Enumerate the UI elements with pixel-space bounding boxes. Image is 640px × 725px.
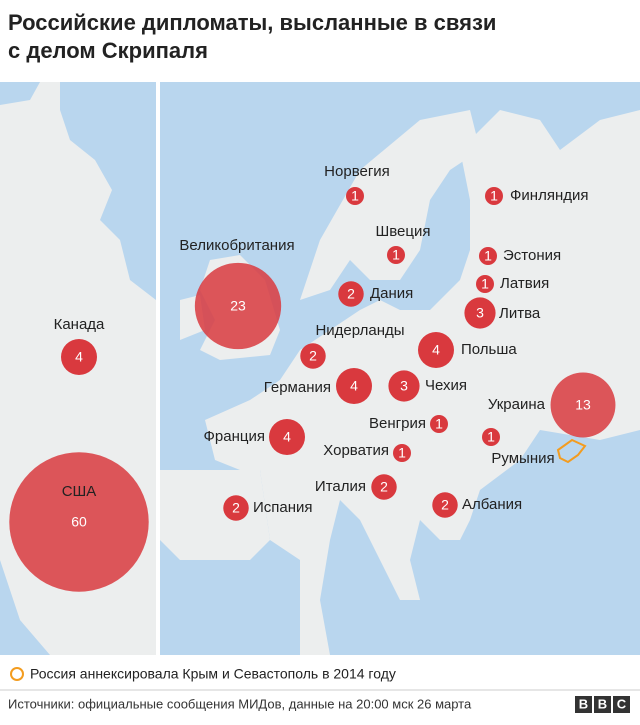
bubble bbox=[9, 452, 149, 592]
bubble bbox=[393, 444, 411, 462]
land bbox=[205, 110, 640, 655]
logo-letter: C bbox=[617, 696, 627, 711]
bubble bbox=[482, 428, 500, 446]
bubble-value: 4 bbox=[350, 378, 358, 394]
bubble bbox=[387, 246, 405, 264]
bubble bbox=[550, 372, 616, 438]
land bbox=[300, 110, 480, 300]
country-label: Литва bbox=[499, 305, 541, 322]
legend-marker bbox=[10, 667, 24, 681]
legend-text: Россия аннексировала Крым и Севастополь … bbox=[30, 666, 396, 682]
crimea-outline bbox=[556, 438, 587, 464]
country-label: Германия bbox=[264, 379, 331, 396]
sea bbox=[0, 560, 50, 655]
bubble bbox=[300, 343, 326, 369]
bubble-value: 13 bbox=[575, 397, 591, 413]
bubble-value: 3 bbox=[476, 305, 484, 321]
source: Источники: официальные сообщения МИДов, … bbox=[8, 696, 472, 711]
country-label: Франция bbox=[204, 428, 265, 445]
bubble bbox=[388, 370, 420, 402]
bubble bbox=[430, 415, 448, 433]
bubble bbox=[432, 492, 458, 518]
bubble-value: 1 bbox=[351, 188, 359, 204]
bubble-value: 2 bbox=[232, 500, 240, 516]
bubble bbox=[464, 297, 496, 329]
bubble bbox=[194, 262, 282, 350]
sea bbox=[60, 82, 156, 300]
bubble-value: 2 bbox=[441, 497, 449, 513]
logo-box bbox=[575, 696, 592, 713]
country-label: Латвия bbox=[500, 275, 549, 292]
bubble-value: 4 bbox=[75, 349, 83, 365]
logo-box bbox=[613, 696, 630, 713]
bubble-value: 2 bbox=[309, 348, 317, 364]
bubble-value: 2 bbox=[347, 286, 355, 302]
bubble bbox=[336, 368, 372, 404]
bubble-value: 1 bbox=[398, 445, 406, 461]
bubble bbox=[269, 419, 305, 455]
bubble-value: 60 bbox=[71, 514, 87, 530]
sea bbox=[0, 82, 40, 105]
bubble-value: 3 bbox=[400, 378, 408, 394]
bubble-value: 4 bbox=[283, 429, 291, 445]
title-line: с делом Скрипаля bbox=[8, 38, 208, 63]
country-label: Италия bbox=[315, 478, 366, 495]
bubble bbox=[479, 247, 497, 265]
country-label: Венгрия bbox=[369, 415, 426, 432]
logo-letter: B bbox=[598, 696, 607, 711]
country-label: США bbox=[62, 483, 97, 500]
bubble bbox=[346, 187, 364, 205]
bubble bbox=[485, 187, 503, 205]
bubble-value: 1 bbox=[481, 276, 489, 292]
country-label: Эстония bbox=[503, 247, 561, 264]
bubble-value: 1 bbox=[435, 416, 443, 432]
bubble-value: 1 bbox=[392, 247, 400, 263]
country-label: Финляндия bbox=[510, 187, 588, 204]
bubble-value: 1 bbox=[490, 188, 498, 204]
country-label: Чехия bbox=[425, 377, 467, 394]
logo-letter: B bbox=[579, 696, 588, 711]
bubble-value: 23 bbox=[230, 298, 246, 314]
country-label: Хорватия bbox=[323, 442, 389, 459]
country-label: Дания bbox=[370, 285, 413, 302]
bubble bbox=[61, 339, 97, 375]
sea bbox=[520, 440, 640, 500]
bubble bbox=[338, 281, 364, 307]
country-label: Норвегия bbox=[324, 163, 390, 180]
country-label: Украина bbox=[488, 396, 546, 413]
bubble-value: 2 bbox=[380, 479, 388, 495]
bubble bbox=[418, 332, 454, 368]
logo: B B C bbox=[575, 696, 630, 713]
country-label: Албания bbox=[462, 496, 522, 513]
title-line: Российские дипломаты, высланные в связи bbox=[8, 10, 496, 35]
logo-box bbox=[594, 696, 611, 713]
country-label: Польша bbox=[461, 341, 517, 358]
bubble bbox=[371, 474, 397, 500]
bubble-value: 1 bbox=[484, 248, 492, 264]
country-label: Румыния bbox=[491, 450, 554, 467]
bubble-value: 4 bbox=[432, 342, 440, 358]
bubble bbox=[476, 275, 494, 293]
land bbox=[160, 470, 270, 560]
bubble-value: 1 bbox=[487, 429, 495, 445]
country-label: Великобритания bbox=[179, 237, 294, 254]
country-label: Канада bbox=[54, 316, 105, 333]
bubble bbox=[223, 495, 249, 521]
country-label: Нидерланды bbox=[315, 322, 404, 339]
country-label: Швеция bbox=[376, 223, 431, 240]
country-label: Испания bbox=[253, 499, 313, 516]
